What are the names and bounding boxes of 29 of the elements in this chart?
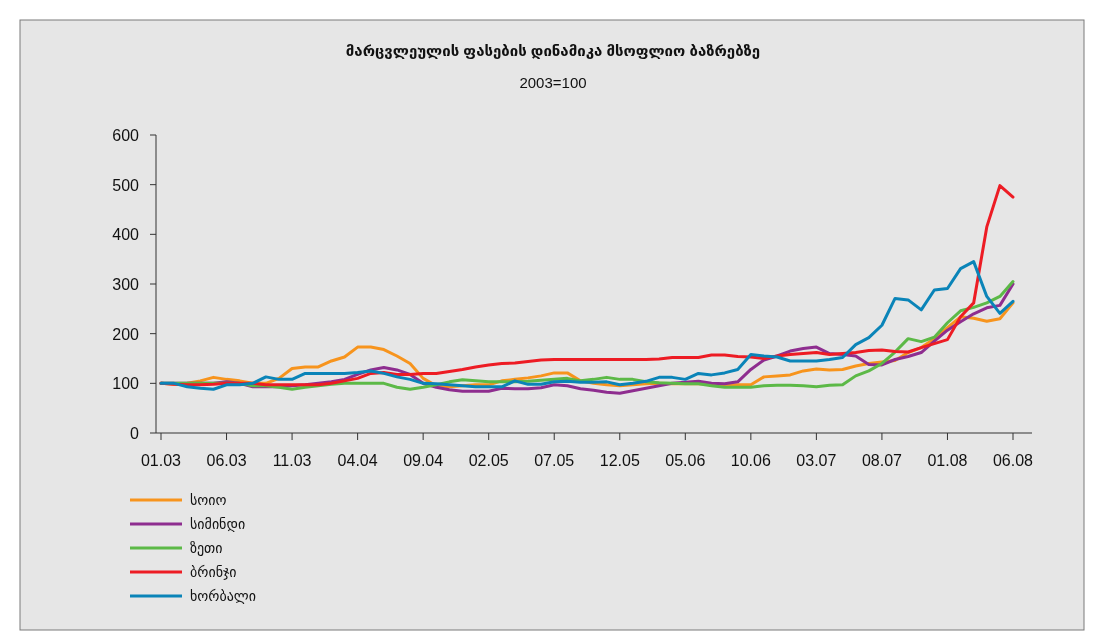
line-series [159,260,1015,391]
chart-title: მარცვლეულის ფასების დინამიკა მსოფლიო ბაზრებზე [345,42,761,59]
chart-subtitle: 2003=100 [519,74,587,91]
x-tick-label: 11.03 [272,452,312,469]
legend-label: სიმინდი [190,516,246,532]
y-tick-label: 500 [112,176,140,194]
y-tick-label: 400 [112,226,140,244]
x-tick-label: 01.03 [140,452,182,469]
x-tick-label: 12.05 [599,452,640,469]
y-tick-label: 200 [112,325,140,343]
x-tick-label: 06.03 [206,452,247,469]
x-tick-label: 09.04 [403,452,444,469]
legend-label: ხორბალი [190,588,256,604]
y-tick-label: 600 [112,127,140,144]
y-tick-label: 100 [112,375,140,393]
legend-label: სოიო [190,492,227,508]
x-tick-label: 02.05 [468,452,509,469]
legend-label: ბრინჯი [190,564,237,580]
x-tick-label: 04.04 [337,452,378,469]
x-tick-label: 01.08 [927,452,968,469]
x-tick-label: 05.06 [665,452,706,469]
y-tick-label: 300 [112,276,140,293]
x-tick-label: 07.05 [534,452,575,469]
x-tick-label: 06.08 [992,452,1034,469]
x-tick-label: 08.07 [861,452,903,469]
y-tick-label: 0 [130,425,140,442]
x-tick-label: 10.06 [730,452,771,469]
legend-label: ზეთი [190,540,223,556]
x-tick-label: 03.07 [796,452,837,469]
